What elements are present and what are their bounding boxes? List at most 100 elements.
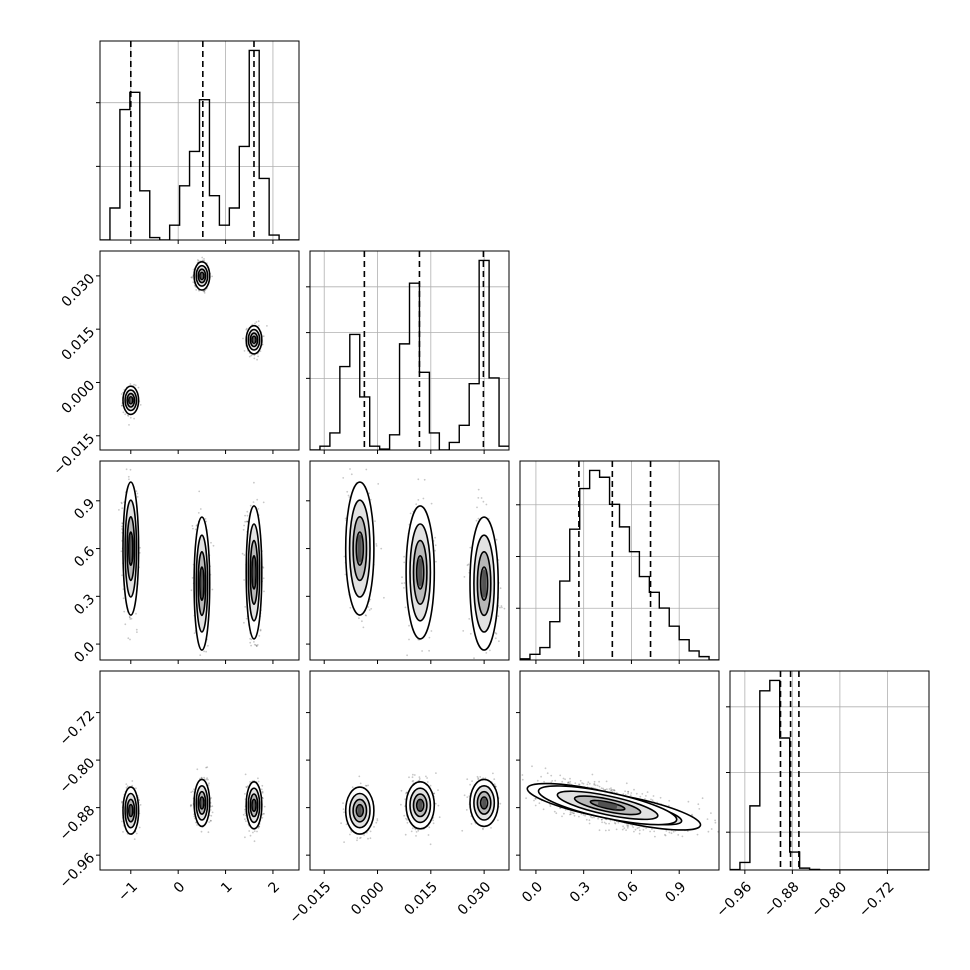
panel-3-0 (96, 670, 300, 874)
scatter-point (203, 259, 206, 262)
scatter-point (191, 525, 194, 527)
scatter-point (126, 785, 129, 788)
scatter-point (477, 517, 480, 520)
scatter-point (256, 644, 259, 646)
scatter-point (422, 497, 425, 500)
scatter-point (131, 780, 134, 782)
scatter-point (243, 579, 246, 581)
scatter-point (489, 649, 491, 652)
scatter-point (139, 804, 142, 806)
scatter-point (136, 496, 139, 498)
scatter-point (253, 357, 256, 360)
scatter-point (350, 473, 353, 476)
scatter-point (380, 547, 383, 550)
scatter-point (499, 606, 501, 609)
scatter-point (491, 665, 493, 667)
scatter-point (197, 512, 200, 514)
density-cluster (469, 516, 500, 651)
scatter-point (201, 256, 204, 259)
scatter-point (401, 582, 403, 585)
panel-content (120, 256, 268, 426)
density-cluster (405, 505, 436, 640)
scatter-point (476, 506, 478, 509)
scatter-point (127, 478, 130, 481)
scatter-point (498, 640, 500, 643)
scatter-point (129, 638, 131, 641)
scatter-point (122, 597, 125, 600)
scatter-point (193, 788, 195, 791)
scatter-point (361, 620, 363, 623)
scatter-point (124, 623, 127, 626)
panel-frame (99, 250, 300, 451)
scatter-point (192, 281, 195, 283)
scatter-point (195, 524, 198, 527)
scatter-point (242, 528, 245, 531)
panel-2-2 (516, 460, 720, 664)
scatter-point (469, 546, 472, 549)
scatter-point (485, 503, 488, 506)
scatter-point (259, 629, 262, 632)
scatter-point (468, 618, 471, 620)
scatter-point (364, 614, 367, 616)
scatter-point (495, 538, 498, 541)
panel-content (121, 766, 266, 843)
scatter-point (408, 624, 410, 627)
scatter-point (434, 544, 437, 547)
panel-frame (519, 460, 720, 661)
panel-1-0 (96, 250, 300, 454)
scatter-point (210, 541, 212, 544)
scatter-point (129, 383, 132, 385)
scatter-point (368, 609, 371, 611)
scatter-point (198, 289, 200, 292)
scatter-point (207, 784, 210, 787)
scatter-point (121, 525, 123, 528)
scatter-point (435, 560, 437, 563)
scatter-point (466, 564, 469, 567)
scatter-point (430, 502, 433, 505)
scatter-point (246, 520, 249, 523)
scatter-point (248, 355, 251, 358)
scatter-point (370, 607, 373, 610)
scatter-points (121, 766, 266, 843)
scatter-point (255, 321, 258, 323)
scatter-point (243, 621, 245, 624)
scatter-point (198, 490, 201, 493)
scatter-point (208, 782, 210, 785)
scatter-point (408, 638, 410, 641)
scatter-point (349, 606, 352, 609)
scatter-point (375, 543, 378, 545)
scatter-point (124, 413, 127, 416)
scatter-point (205, 650, 208, 653)
scatter-point (127, 475, 130, 478)
scatter-point (205, 766, 208, 769)
scatter-point (190, 589, 193, 592)
scatter-point (194, 692, 196, 694)
scatter-point (406, 654, 408, 657)
scatter-point (203, 290, 206, 292)
panel-2-0 (96, 460, 300, 694)
scatter-point (199, 654, 202, 656)
scatter-point (412, 665, 414, 667)
scatter-point (246, 514, 249, 517)
density-core (252, 337, 255, 343)
scatter-point (434, 549, 436, 552)
scatter-point (134, 384, 137, 387)
scatter-point (249, 641, 252, 644)
scatter-point (262, 501, 265, 504)
scatter-point (383, 596, 385, 599)
scatter-point (242, 337, 244, 340)
scatter-point (256, 358, 258, 361)
scatter-point (403, 555, 405, 558)
scatter-point (266, 325, 268, 327)
panel-frame (99, 40, 300, 241)
scatter-point (191, 790, 194, 793)
scatter-point (205, 520, 208, 523)
scatter-point (129, 468, 132, 471)
scatter-point (253, 481, 255, 484)
scatter-point (127, 415, 130, 417)
density-cluster (122, 481, 140, 616)
scatter-point (469, 632, 472, 635)
scatter-point (190, 791, 193, 794)
density-core (200, 570, 203, 598)
